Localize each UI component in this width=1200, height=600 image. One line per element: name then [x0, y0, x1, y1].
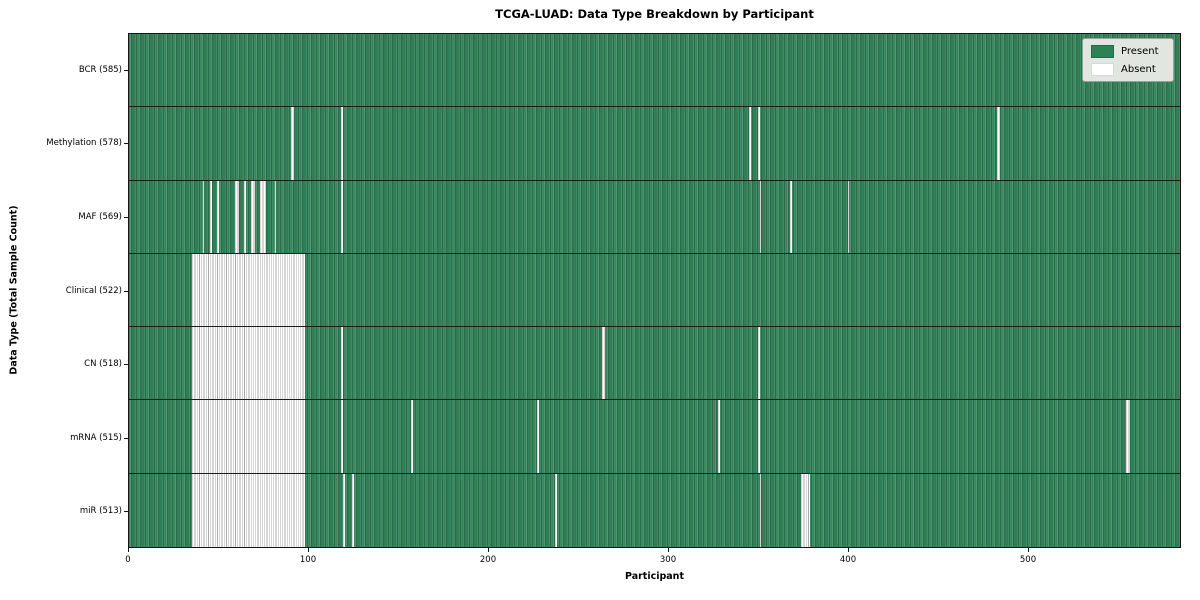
- absent-segment: [191, 327, 306, 400]
- xtick-mark: [488, 548, 489, 552]
- ytick-mark: [124, 437, 128, 439]
- ytick-mark: [124, 216, 128, 218]
- legend-label: Absent: [1121, 64, 1156, 75]
- heatmap-row-BCR: [129, 34, 1180, 108]
- legend: Present Absent: [1082, 38, 1174, 82]
- ytick-label-Clinical: Clinical (522): [65, 285, 122, 296]
- legend-swatch-absent: [1091, 63, 1114, 76]
- xtick-mark: [668, 548, 669, 552]
- absent-segment: [718, 400, 721, 473]
- xtick-mark: [308, 548, 309, 552]
- absent-segment: [340, 327, 343, 400]
- legend-item-absent: Absent: [1091, 63, 1165, 76]
- y-axis-label: Data Type (Total Sample Count): [8, 205, 20, 375]
- absent-segment: [274, 180, 277, 253]
- absent-segment: [234, 180, 239, 253]
- absent-segment: [601, 327, 606, 400]
- absent-segment: [790, 180, 792, 253]
- absent-segment: [996, 107, 1001, 180]
- absent-segment: [1126, 400, 1130, 473]
- heatmap-row-mRNA: [129, 400, 1180, 474]
- absent-segment: [209, 180, 212, 253]
- absent-segment: [351, 473, 354, 547]
- heatmap-row-Clinical: [129, 253, 1180, 328]
- absent-segment: [748, 107, 751, 180]
- absent-segment: [251, 180, 255, 253]
- absent-segment: [411, 400, 413, 473]
- legend-item-present: Present: [1091, 45, 1165, 58]
- absent-segment: [217, 180, 219, 253]
- absent-segment: [340, 180, 343, 253]
- ytick-mark: [124, 364, 128, 366]
- ytick-label-miR: miR (513): [79, 506, 122, 517]
- ytick-mark: [124, 143, 128, 145]
- legend-label: Present: [1121, 46, 1159, 57]
- ytick-label-CN: CN (518): [84, 359, 122, 370]
- ytick-label-mRNA: mRNA (515): [70, 432, 122, 443]
- absent-segment: [340, 400, 343, 473]
- absent-segment: [290, 107, 295, 180]
- absent-segment: [554, 473, 557, 547]
- ytick-label-Methylation: Methylation (578): [46, 138, 122, 149]
- x-axis-label: Participant: [624, 571, 684, 582]
- xtick-mark: [1028, 548, 1029, 552]
- absent-segment: [757, 107, 760, 180]
- heatmap-row-MAF: [129, 180, 1180, 254]
- absent-segment: [191, 400, 306, 473]
- absent-segment: [342, 473, 345, 547]
- ytick-mark: [124, 511, 128, 513]
- absent-segment: [759, 180, 762, 253]
- xtick-label-300: 300: [659, 555, 677, 565]
- absent-segment: [340, 107, 343, 180]
- absent-segment: [759, 473, 762, 547]
- xtick-mark: [848, 548, 849, 552]
- xtick-label-0: 0: [125, 555, 131, 565]
- xtick-label-200: 200: [479, 555, 497, 565]
- heatmap-row-miR: [129, 473, 1180, 547]
- heatmap-plot-area: [128, 33, 1181, 548]
- absent-segment: [243, 180, 246, 253]
- absent-segment: [757, 400, 760, 473]
- absent-segment: [202, 180, 205, 253]
- xtick-label-100: 100: [299, 555, 317, 565]
- ytick-label-MAF: MAF (569): [78, 211, 122, 222]
- ytick-mark: [124, 290, 128, 292]
- absent-segment: [800, 473, 810, 547]
- xtick-label-500: 500: [1019, 555, 1037, 565]
- heatmap-row-CN: [129, 327, 1180, 401]
- absent-segment: [260, 180, 266, 253]
- heatmap-row-Methylation: [129, 107, 1180, 181]
- xtick-label-400: 400: [839, 555, 857, 565]
- legend-swatch-present: [1091, 45, 1114, 58]
- absent-segment: [757, 327, 760, 400]
- absent-segment: [191, 473, 306, 547]
- chart-title: TCGA-LUAD: Data Type Breakdown by Partic…: [495, 7, 814, 21]
- absent-segment: [847, 180, 850, 253]
- ytick-mark: [124, 69, 128, 71]
- xtick-mark: [128, 548, 129, 552]
- absent-segment: [191, 253, 306, 327]
- absent-segment: [536, 400, 539, 473]
- ytick-label-BCR: BCR (585): [78, 64, 122, 75]
